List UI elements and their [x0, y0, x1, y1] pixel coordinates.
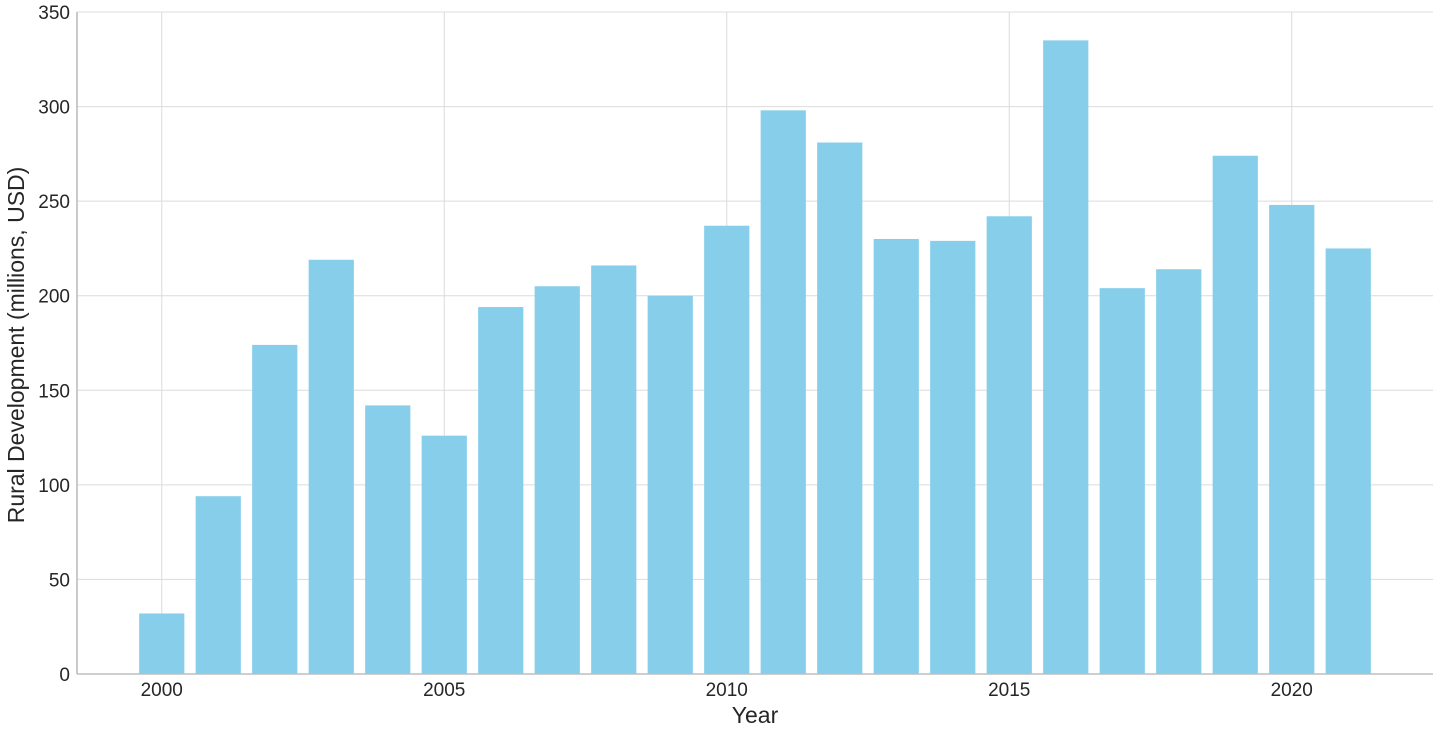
- y-tick-label: 100: [38, 476, 70, 497]
- bar-2016: [1043, 40, 1089, 674]
- y-tick-label: 300: [38, 98, 70, 119]
- bar-2013: [873, 238, 919, 674]
- y-tick-labels: 0 50 100 150 200 250 300 350: [38, 3, 70, 686]
- x-tick-label: 2005: [423, 680, 465, 701]
- bar-2000: [139, 613, 185, 674]
- bars: [139, 40, 1371, 675]
- bar-2009: [647, 295, 693, 674]
- y-tick-label: 200: [38, 287, 70, 308]
- bar-2004: [365, 405, 411, 674]
- x-axis-title: Year: [732, 702, 779, 728]
- y-tick-label: 250: [38, 192, 70, 213]
- bar-2020: [1269, 204, 1315, 674]
- bar-2019: [1212, 155, 1258, 675]
- x-tick-label: 2020: [1271, 680, 1313, 701]
- x-tick-label: 2015: [988, 680, 1030, 701]
- y-tick-label: 150: [38, 381, 70, 402]
- y-tick-label: 0: [59, 665, 70, 686]
- bar-2012: [817, 142, 863, 675]
- bar-2015: [986, 216, 1032, 674]
- bar-2008: [591, 265, 637, 674]
- y-axis-title: Rural Development (millions, USD): [3, 167, 29, 524]
- bar-2005: [421, 435, 467, 674]
- bar-2021: [1325, 248, 1371, 674]
- bar-2002: [252, 344, 298, 674]
- bar-2003: [308, 259, 354, 674]
- x-tick-labels: 2000 2005 2010 2015 2020: [141, 680, 1313, 701]
- bar-2006: [478, 307, 524, 674]
- x-tick-label: 2010: [706, 680, 748, 701]
- bar-2011: [760, 110, 806, 674]
- y-tick-label: 350: [38, 3, 70, 24]
- bar-2017: [1099, 288, 1145, 674]
- bar-2007: [534, 286, 580, 674]
- bar-2001: [195, 496, 241, 674]
- bar-2014: [930, 240, 976, 674]
- y-tick-label: 50: [49, 570, 70, 591]
- bar-2018: [1156, 269, 1202, 674]
- x-tick-label: 2000: [141, 680, 183, 701]
- axes: [76, 12, 1433, 675]
- bar-2010: [704, 225, 750, 674]
